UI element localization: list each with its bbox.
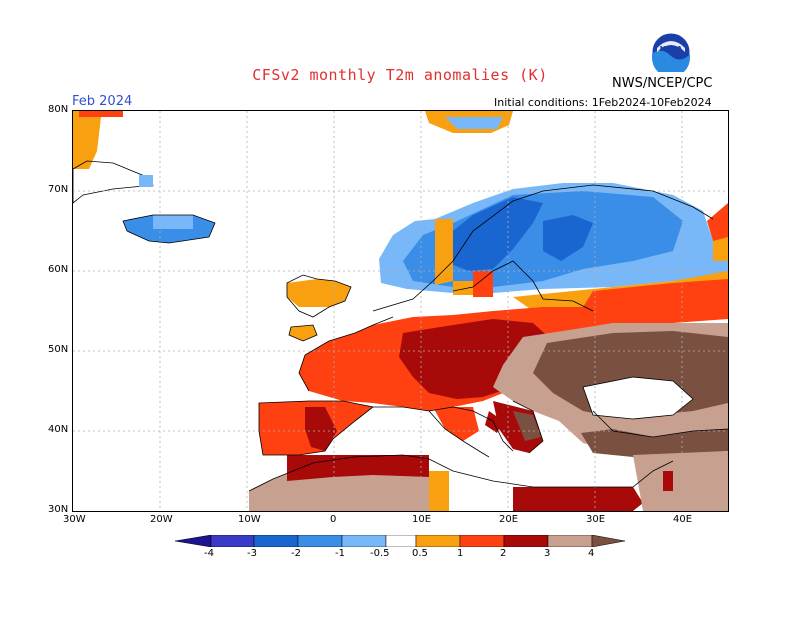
greenland-anomaly: [73, 111, 154, 204]
colorbar-tick: 4: [588, 548, 595, 559]
lat-label-30n: 30N: [48, 504, 69, 515]
lon-label-30w: 30W: [63, 514, 86, 525]
colorbar: [175, 535, 625, 547]
map-svg: [73, 111, 728, 511]
chart-title: CFSv2 monthly T2m anomalies (K): [252, 66, 548, 84]
lon-label-20e: 20E: [499, 514, 519, 525]
lon-label-10e: 10E: [412, 514, 432, 525]
colorbar-tick: 3: [544, 548, 551, 559]
lon-label-30e: 30E: [586, 514, 606, 525]
colorbar-tick: 0.5: [412, 548, 428, 559]
lat-label-40n: 40N: [48, 424, 69, 435]
colorbar-tick: -4: [204, 548, 214, 559]
scandinavia-anomaly: [379, 183, 728, 297]
colorbar-tick: -3: [247, 548, 257, 559]
anomaly-map: [72, 110, 729, 512]
lat-label-80n: 80N: [48, 104, 69, 115]
north-africa-anomaly: [249, 451, 728, 511]
logo-text: NOAA: [660, 45, 683, 53]
lon-label-40e: 40E: [673, 514, 693, 525]
initial-conditions-label: Initial conditions: 1Feb2024-10Feb2024: [494, 96, 712, 109]
colorbar-tick: -0.5: [370, 548, 390, 559]
colorbar-tick: 1: [457, 548, 464, 559]
iberia-anomaly: [259, 401, 373, 455]
iceland-anomaly: [123, 215, 215, 243]
lon-label-20w: 20W: [150, 514, 173, 525]
lon-label-0: 0: [330, 514, 337, 525]
month-label: Feb 2024: [72, 94, 133, 109]
eastern-europe-anomaly: [493, 323, 728, 457]
lat-label-50n: 50N: [48, 344, 69, 355]
lat-label-70n: 70N: [48, 184, 69, 195]
noaa-logo: NOAA: [651, 32, 691, 72]
agency-label: NWS/NCEP/CPC: [612, 76, 713, 91]
lat-label-60n: 60N: [48, 264, 69, 275]
colorbar-tick: -1: [335, 548, 345, 559]
colorbar-tick: 2: [500, 548, 507, 559]
graticule: [73, 111, 728, 511]
coastlines: [122, 184, 728, 492]
uk-ireland-anomaly: [287, 279, 351, 341]
lon-label-10w: 10W: [238, 514, 261, 525]
colorbar-tick: -2: [291, 548, 301, 559]
